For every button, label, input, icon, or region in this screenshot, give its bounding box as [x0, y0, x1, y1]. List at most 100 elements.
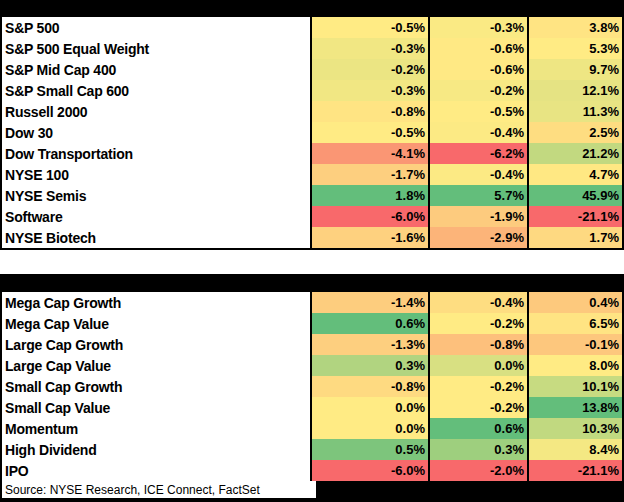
heatmap-cell: 5.3% [527, 38, 624, 59]
heatmap-cell: -4.1% [310, 143, 428, 164]
table-row: Dow 30-0.5%-0.4%2.5% [0, 122, 624, 143]
heatmap-cell: 0.5% [310, 439, 428, 460]
header-band-top [0, 0, 624, 17]
row-label: Dow 30 [0, 122, 310, 143]
table-row: Small Cap Value0.0%-0.2%13.8% [0, 397, 624, 418]
table-row: Momentum0.0%0.6%10.3% [0, 418, 624, 439]
heatmap-cell: 0.3% [428, 439, 527, 460]
heatmap-cell: 4.7% [527, 164, 624, 185]
heatmap-cell: -0.2% [428, 376, 527, 397]
row-label: S&P Small Cap 600 [0, 80, 310, 101]
heatmap-cell: 5.7% [428, 185, 527, 206]
heatmap-cell: -0.4% [428, 292, 527, 313]
heatmap-cell: -0.3% [428, 17, 527, 38]
table-row: Large Cap Value0.3%0.0%8.0% [0, 355, 624, 376]
table-row: NYSE Semis1.8%5.7%45.9% [0, 185, 624, 206]
heatmap-cell: -0.6% [428, 59, 527, 80]
heatmap-cell: 13.8% [527, 397, 624, 418]
heatmap-cell: 11.3% [527, 101, 624, 122]
table-row: High Dividend0.5%0.3%8.4% [0, 439, 624, 460]
heatmap-cell: 0.0% [310, 418, 428, 439]
heatmap-cell: -0.3% [310, 38, 428, 59]
heatmap-cell: -0.2% [428, 397, 527, 418]
heatmap-cell: -1.4% [310, 292, 428, 313]
header-band-middle [0, 274, 624, 292]
heatmap-cell: -1.6% [310, 227, 428, 248]
table-row: Software-6.0%-1.9%-21.1% [0, 206, 624, 227]
heatmap-cell: -6.0% [310, 460, 428, 481]
table-row: Large Cap Growth-1.3%-0.8%-0.1% [0, 334, 624, 355]
heatmap-cell: -0.3% [310, 80, 428, 101]
row-label: Large Cap Growth [0, 334, 310, 355]
heatmap-cell: -0.5% [428, 101, 527, 122]
heatmap-cell: 21.2% [527, 143, 624, 164]
heatmap-cell: 0.0% [310, 397, 428, 418]
indices-table: S&P 500-0.5%-0.3%3.8%S&P 500 Equal Weigh… [0, 17, 624, 250]
heatmap-cell: 10.1% [527, 376, 624, 397]
heatmap-cell: -0.1% [527, 334, 624, 355]
heatmap-cell: 0.0% [428, 355, 527, 376]
heatmap-cell: -21.1% [527, 206, 624, 227]
heatmap-cell: 0.4% [527, 292, 624, 313]
row-label: Large Cap Value [0, 355, 310, 376]
footer-band: Source: NYSE Research, ICE Connect, Fact… [0, 481, 624, 502]
heatmap-cell: -0.5% [310, 17, 428, 38]
heatmap-cell: 0.3% [310, 355, 428, 376]
heatmap-cell: 12.1% [527, 80, 624, 101]
table-row: Russell 2000-0.8%-0.5%11.3% [0, 101, 624, 122]
source-box: Source: NYSE Research, ICE Connect, Fact… [0, 481, 316, 498]
heatmap-cell: -1.3% [310, 334, 428, 355]
heatmap-cell: -21.1% [527, 460, 624, 481]
heatmap-cell: 9.7% [527, 59, 624, 80]
heatmap-cell: -0.4% [428, 164, 527, 185]
row-label: Momentum [0, 418, 310, 439]
heatmap-cell: -1.9% [428, 206, 527, 227]
row-label: NYSE Semis [0, 185, 310, 206]
heatmap-cell: -0.4% [428, 122, 527, 143]
table-row: S&P 500-0.5%-0.3%3.8% [0, 17, 624, 38]
heatmap-cell: 0.6% [428, 418, 527, 439]
heatmap-cell: -6.0% [310, 206, 428, 227]
heatmap-cell: 6.5% [527, 313, 624, 334]
table-row: Small Cap Growth-0.8%-0.2%10.1% [0, 376, 624, 397]
row-label: Dow Transportation [0, 143, 310, 164]
heatmap-cell: -0.8% [428, 334, 527, 355]
heatmap-cell: 1.7% [527, 227, 624, 248]
table-row: S&P 500 Equal Weight-0.3%-0.6%5.3% [0, 38, 624, 59]
heatmap-cell: -2.9% [428, 227, 527, 248]
row-label: S&P 500 [0, 17, 310, 38]
heatmap-cell: -0.5% [310, 122, 428, 143]
heatmap-cell: -2.0% [428, 460, 527, 481]
heatmap-cell: 8.0% [527, 355, 624, 376]
row-label: NYSE 100 [0, 164, 310, 185]
heatmap-cell: 1.8% [310, 185, 428, 206]
heatmap-cell: -0.2% [310, 59, 428, 80]
table-row: Mega Cap Growth-1.4%-0.4%0.4% [0, 292, 624, 313]
heatmap-cell: 45.9% [527, 185, 624, 206]
heatmap-cell: -0.8% [310, 376, 428, 397]
row-label: Mega Cap Growth [0, 292, 310, 313]
heatmap-cell: -0.2% [428, 313, 527, 334]
table-row: Mega Cap Value0.6%-0.2%6.5% [0, 313, 624, 334]
factors-table: Mega Cap Growth-1.4%-0.4%0.4%Mega Cap Va… [0, 292, 624, 481]
heatmap-cell: 3.8% [527, 17, 624, 38]
heatmap-cell: -0.2% [428, 80, 527, 101]
source-text: Source: NYSE Research, ICE Connect, Fact… [2, 483, 260, 497]
row-label: Software [0, 206, 310, 227]
row-label: Small Cap Value [0, 397, 310, 418]
heatmap-cell: 2.5% [527, 122, 624, 143]
heatmap-cell: -0.6% [428, 38, 527, 59]
row-label: NYSE Biotech [0, 227, 310, 248]
table-row: S&P Small Cap 600-0.3%-0.2%12.1% [0, 80, 624, 101]
row-label: S&P Mid Cap 400 [0, 59, 310, 80]
heatmap-cell: -0.8% [310, 101, 428, 122]
table-row: NYSE 100-1.7%-0.4%4.7% [0, 164, 624, 185]
row-label: Mega Cap Value [0, 313, 310, 334]
row-label: IPO [0, 460, 310, 481]
heatmap-cell: 8.4% [527, 439, 624, 460]
table-row: IPO-6.0%-2.0%-21.1% [0, 460, 624, 481]
row-label: Russell 2000 [0, 101, 310, 122]
heatmap-cell: -6.2% [428, 143, 527, 164]
row-label: High Dividend [0, 439, 310, 460]
heatmap-cell: 0.6% [310, 313, 428, 334]
